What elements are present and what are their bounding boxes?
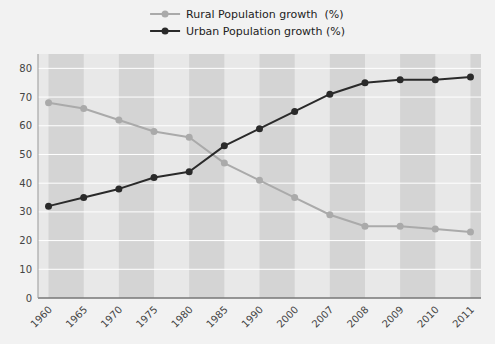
y-tick-label: 80 bbox=[19, 63, 32, 74]
point bbox=[326, 91, 333, 98]
plot-background bbox=[38, 54, 481, 298]
point bbox=[45, 99, 52, 106]
plot-area bbox=[38, 54, 481, 298]
x-tick-label: 2009 bbox=[380, 304, 406, 330]
legend-marker bbox=[162, 11, 169, 18]
y-axis-line bbox=[38, 54, 39, 298]
point bbox=[151, 174, 158, 181]
x-tick-label: 1990 bbox=[239, 304, 265, 330]
x-tick-label: 1980 bbox=[169, 304, 195, 330]
y-tick-label: 70 bbox=[19, 92, 32, 103]
series-line bbox=[49, 77, 471, 206]
y-tick-label: 40 bbox=[19, 178, 32, 189]
point bbox=[115, 185, 122, 192]
background bbox=[0, 0, 495, 344]
x-tick-label: 1960 bbox=[28, 304, 54, 330]
grid bbox=[38, 68, 481, 298]
point bbox=[186, 134, 193, 141]
point bbox=[45, 203, 52, 210]
point bbox=[432, 226, 439, 233]
point bbox=[467, 73, 474, 80]
x-tick-label: 1975 bbox=[134, 304, 160, 330]
point bbox=[361, 223, 368, 230]
grid-line bbox=[38, 211, 481, 212]
x-tick-label: 2011 bbox=[450, 304, 476, 330]
x-tick-label: 2008 bbox=[345, 304, 371, 330]
x-tick-label: 2010 bbox=[415, 304, 441, 330]
x-tick-label: 2007 bbox=[310, 304, 336, 330]
legend-label: Rural Population growth (%) bbox=[186, 8, 344, 21]
y-tick-label: 20 bbox=[19, 235, 32, 246]
grid-line bbox=[38, 269, 481, 270]
point bbox=[291, 108, 298, 115]
column-band bbox=[330, 54, 365, 298]
x-tick-label: 1985 bbox=[204, 304, 230, 330]
x-tick-label: 1970 bbox=[99, 304, 125, 330]
point bbox=[151, 128, 158, 135]
grid-line bbox=[38, 68, 481, 69]
point bbox=[397, 223, 404, 230]
point bbox=[467, 228, 474, 235]
legend: Rural Population growth (%) Urban Populat… bbox=[150, 8, 345, 38]
grid-line bbox=[38, 97, 481, 98]
series-group bbox=[45, 73, 474, 235]
point bbox=[256, 125, 263, 132]
grid-line bbox=[38, 298, 481, 299]
y-tick-label: 0 bbox=[26, 293, 32, 304]
y-tick-label: 30 bbox=[19, 206, 32, 217]
point bbox=[397, 76, 404, 83]
column-band bbox=[260, 54, 295, 298]
x-tick-label: 2000 bbox=[275, 304, 301, 330]
column-band bbox=[49, 54, 84, 298]
y-tick-label: 50 bbox=[19, 149, 32, 160]
x-axis-line bbox=[38, 298, 481, 299]
point bbox=[80, 194, 87, 201]
point bbox=[291, 194, 298, 201]
chart: 0 10 20 30 40 50 60 70 80 1960 1965 1970 1975 1980 198… bbox=[0, 0, 495, 344]
point bbox=[326, 211, 333, 218]
column-band bbox=[470, 54, 481, 298]
point bbox=[256, 177, 263, 184]
grid-line bbox=[38, 240, 481, 241]
column-band bbox=[119, 54, 154, 298]
column-band bbox=[189, 54, 224, 298]
y-tick-label: 10 bbox=[19, 264, 32, 275]
legend-label: Urban Population growth (%) bbox=[186, 25, 345, 38]
point bbox=[80, 105, 87, 112]
point bbox=[221, 142, 228, 149]
point bbox=[115, 117, 122, 124]
point bbox=[221, 160, 228, 167]
column-band bbox=[400, 54, 435, 298]
series-line bbox=[49, 103, 471, 232]
x-tick-label: 1965 bbox=[64, 304, 90, 330]
point bbox=[361, 79, 368, 86]
grid-line bbox=[38, 154, 481, 155]
point bbox=[186, 168, 193, 175]
y-tick-label: 60 bbox=[19, 120, 32, 131]
legend-marker bbox=[162, 28, 169, 35]
point bbox=[432, 76, 439, 83]
